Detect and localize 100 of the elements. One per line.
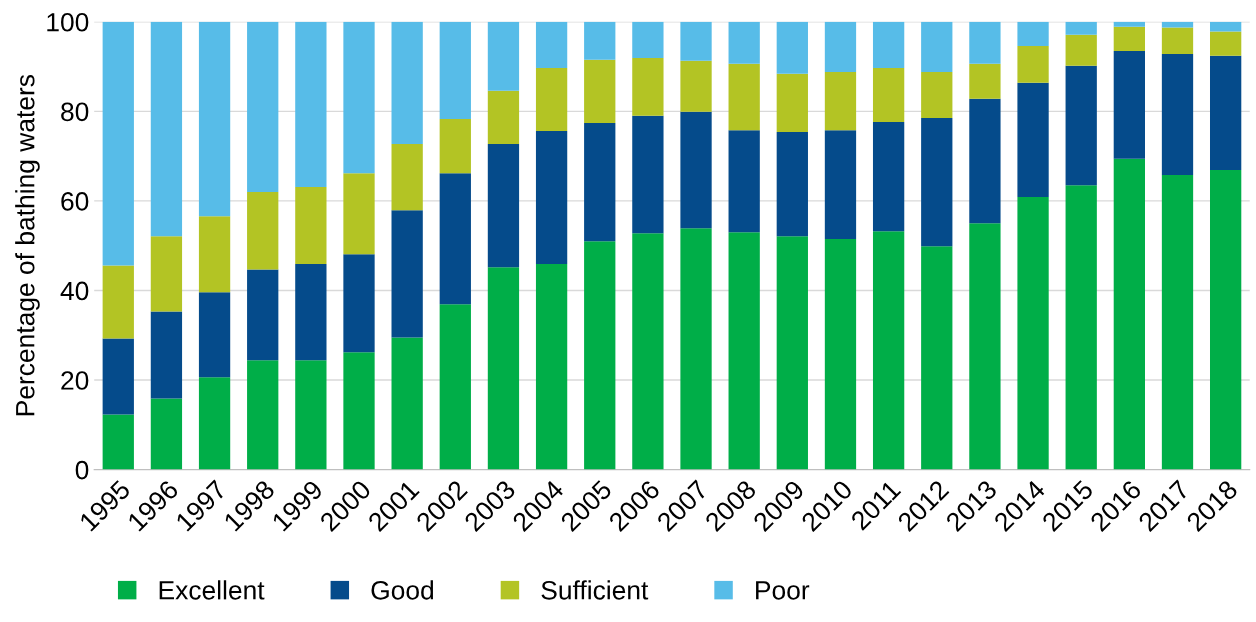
- bar: [632, 21, 664, 59]
- bar: [969, 223, 1001, 470]
- bar: [102, 338, 134, 415]
- legend-label: Poor: [756, 581, 810, 600]
- bar: [921, 21, 953, 72]
- bar: [343, 173, 375, 255]
- bar: [1210, 170, 1242, 470]
- bar: [824, 238, 857, 470]
- bar: [391, 144, 423, 211]
- bar: [1210, 55, 1242, 171]
- legend-label: Excellent: [159, 580, 265, 600]
- y-tick-label: 0: [75, 460, 89, 480]
- bar: [872, 67, 905, 123]
- bar: [391, 337, 423, 470]
- bar: [584, 21, 616, 60]
- bar: [728, 232, 760, 470]
- y-tick-label: 100: [47, 12, 89, 32]
- bar: [1210, 31, 1242, 56]
- bar: [632, 58, 664, 116]
- bar: [198, 216, 231, 293]
- bar: [584, 241, 616, 470]
- bar: [247, 191, 279, 270]
- bar: [535, 264, 568, 470]
- bar: [343, 21, 375, 174]
- bar: [439, 173, 471, 305]
- bar: [824, 130, 857, 239]
- bar: [872, 122, 905, 232]
- bar: [198, 377, 231, 470]
- bar: [872, 21, 905, 68]
- bar: [1065, 34, 1097, 66]
- bar: [921, 71, 953, 119]
- y-tick-label: 40: [60, 281, 89, 301]
- bar: [824, 71, 857, 131]
- bar: [343, 352, 375, 470]
- bar: [728, 130, 760, 233]
- bar: [969, 21, 1001, 64]
- bar: [921, 246, 953, 470]
- bar: [1161, 54, 1194, 175]
- y-axis-title: Percentage of bathing waters: [15, 74, 40, 416]
- bar: [102, 21, 134, 266]
- bar: [776, 131, 808, 237]
- bar: [247, 21, 279, 192]
- bar: [198, 21, 231, 217]
- bar: [247, 360, 279, 470]
- bar: [487, 90, 520, 145]
- bar: [1161, 27, 1194, 55]
- bar: [1113, 21, 1145, 27]
- bar: [1113, 26, 1145, 51]
- bar: [1161, 174, 1194, 470]
- bar: [680, 111, 712, 229]
- bar: [1017, 82, 1049, 197]
- bar: [776, 73, 808, 132]
- bar: [1113, 158, 1145, 470]
- bar: [439, 21, 471, 119]
- bar: [102, 414, 134, 470]
- y-tick-label: 60: [61, 192, 89, 211]
- legend-label: Good: [371, 580, 434, 600]
- bar: [295, 187, 327, 265]
- bar: [198, 292, 231, 378]
- bar: [1113, 50, 1145, 159]
- y-tick-label: 80: [61, 102, 89, 122]
- legend-label: Sufficient: [541, 580, 649, 600]
- bar: [728, 63, 760, 131]
- bar: [1210, 21, 1242, 32]
- bar: [632, 115, 664, 234]
- bar: [1065, 21, 1097, 35]
- bar: [872, 231, 905, 470]
- bar: [102, 265, 134, 339]
- bar: [487, 144, 520, 268]
- bar: [921, 118, 953, 247]
- bar: [247, 269, 279, 361]
- bar: [1017, 21, 1049, 46]
- bar: [343, 254, 375, 353]
- bar: [150, 21, 183, 237]
- bar: [535, 21, 568, 68]
- bar: [680, 60, 712, 112]
- bar: [632, 233, 664, 470]
- bar: [584, 122, 616, 242]
- bar: [487, 267, 520, 470]
- bar: [295, 21, 327, 188]
- bar: [295, 360, 327, 470]
- bar: [1161, 21, 1194, 28]
- bar: [776, 236, 808, 470]
- bar: [487, 21, 520, 91]
- bar: [776, 21, 808, 74]
- bar: [439, 118, 471, 174]
- bar: [680, 228, 712, 470]
- bar: [295, 264, 327, 361]
- bar: [969, 63, 1001, 99]
- bar: [1017, 196, 1049, 470]
- bar: [439, 304, 471, 470]
- bar: [969, 98, 1001, 224]
- bar: [150, 398, 183, 470]
- bar: [824, 21, 857, 72]
- y-tick-label: 20: [61, 371, 89, 390]
- bar: [1065, 185, 1097, 470]
- bar: [150, 236, 183, 312]
- bar: [728, 21, 760, 64]
- bar: [584, 59, 616, 123]
- bar: [535, 131, 568, 265]
